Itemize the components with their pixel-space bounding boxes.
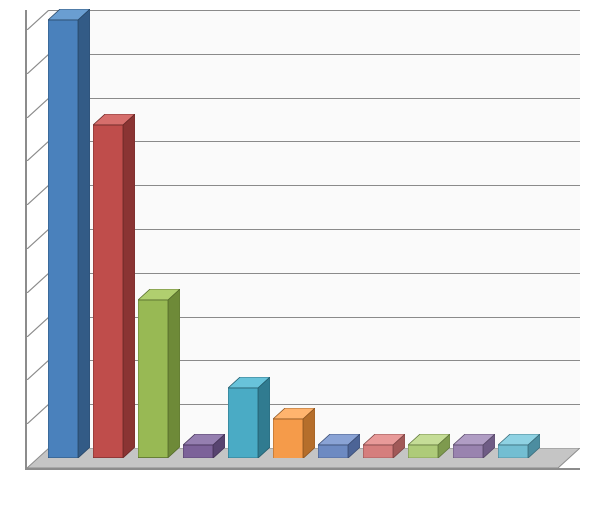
bar: [408, 434, 450, 458]
bar: [183, 434, 225, 458]
bar: [228, 377, 270, 458]
bar: [93, 114, 135, 458]
bar: [318, 434, 360, 458]
bar: [363, 434, 405, 458]
bar: [273, 408, 315, 458]
bar: [453, 434, 495, 458]
bar: [48, 9, 90, 458]
bar: [138, 289, 180, 458]
bar: [498, 434, 540, 458]
bars-layer: [25, 10, 578, 468]
bar-chart-3d: [0, 0, 596, 506]
